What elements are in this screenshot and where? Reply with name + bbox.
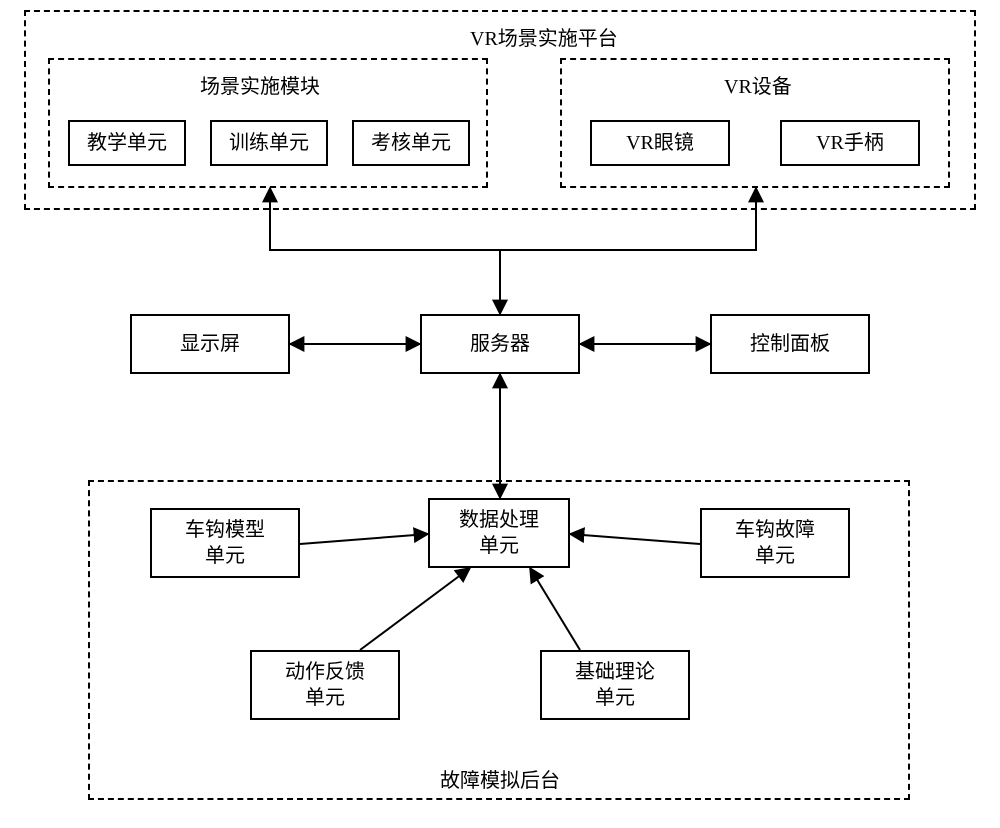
basic-theory-text: 基础理论 单元 (575, 659, 655, 711)
vr-platform-label: VR场景实施平台 (470, 22, 618, 51)
train-unit-text: 训练单元 (229, 130, 309, 156)
display-box: 显示屏 (130, 314, 290, 374)
ctrl-panel-box: 控制面板 (710, 314, 870, 374)
vr-glasses-box: VR眼镜 (590, 120, 730, 166)
display-text: 显示屏 (180, 331, 240, 357)
teach-unit-box: 教学单元 (68, 120, 186, 166)
coupler-model-box: 车钩模型 单元 (150, 508, 300, 578)
vr-glasses-text: VR眼镜 (626, 130, 694, 156)
coupler-model-text: 车钩模型 单元 (185, 517, 265, 569)
data-proc-box: 数据处理 单元 (428, 498, 570, 568)
scene-module-label: 场景实施模块 (200, 70, 320, 99)
assess-unit-text: 考核单元 (371, 130, 451, 156)
vr-equip-label: VR设备 (724, 70, 792, 99)
coupler-fault-box: 车钩故障 单元 (700, 508, 850, 578)
vr-handle-box: VR手柄 (780, 120, 920, 166)
basic-theory-box: 基础理论 单元 (540, 650, 690, 720)
teach-unit-text: 教学单元 (87, 130, 167, 156)
action-fb-text: 动作反馈 单元 (285, 659, 365, 711)
server-box: 服务器 (420, 314, 580, 374)
fault-bg-label: 故障模拟后台 (440, 764, 560, 793)
assess-unit-box: 考核单元 (352, 120, 470, 166)
vr-handle-text: VR手柄 (816, 130, 884, 156)
server-text: 服务器 (470, 331, 530, 357)
data-proc-text: 数据处理 单元 (459, 507, 539, 559)
ctrl-panel-text: 控制面板 (750, 331, 830, 357)
action-fb-box: 动作反馈 单元 (250, 650, 400, 720)
train-unit-box: 训练单元 (210, 120, 328, 166)
coupler-fault-text: 车钩故障 单元 (735, 517, 815, 569)
